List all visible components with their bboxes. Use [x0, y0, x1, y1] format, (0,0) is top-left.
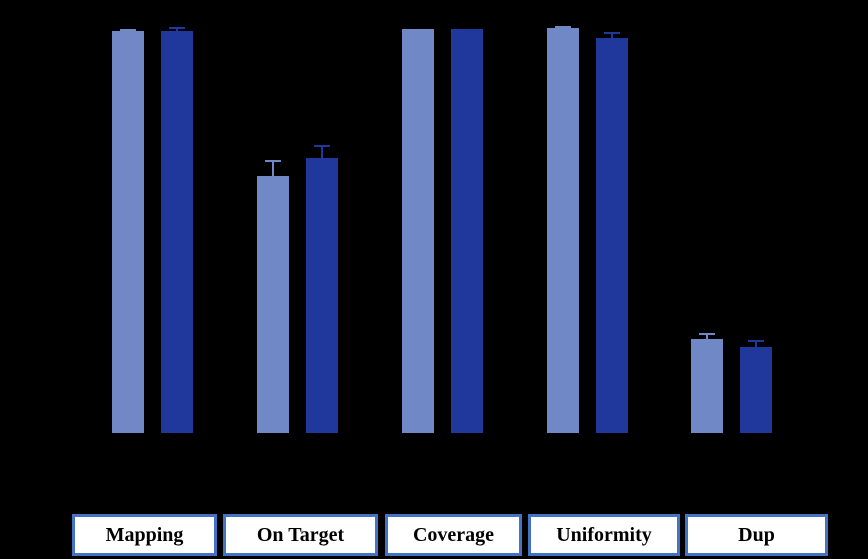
category-label-mapping: Mapping [105, 523, 184, 546]
category-box-uniformity: Uniformity [528, 514, 680, 556]
bar-dup-light-blue [691, 339, 723, 433]
category-label-dup: Dup [738, 523, 775, 546]
bar-mapping-dark-blue [161, 31, 193, 433]
bar-mapping-light-blue [112, 31, 144, 433]
bar-on-target-light-blue [257, 175, 289, 433]
category-box-on-target: On Target [223, 514, 378, 556]
error-bar-whisker-uniformity-dark-blue [611, 32, 613, 38]
error-bar-whisker-on-target-dark-blue [321, 144, 323, 158]
error-bar-cap-uniformity-light-blue [555, 26, 571, 29]
category-label-on-target: On Target [256, 523, 345, 546]
error-bar-whisker-dup-dark-blue [755, 340, 757, 348]
bar-uniformity-dark-blue [596, 37, 628, 433]
error-bar-whisker-dup-light-blue [706, 332, 708, 340]
error-bar-cap-mapping-dark-blue [169, 26, 185, 29]
bar-dup-dark-blue [740, 347, 772, 433]
error-bar-cap-dup-light-blue [699, 332, 715, 335]
bar-uniformity-light-blue [547, 28, 579, 433]
category-box-dup: Dup [685, 514, 828, 556]
error-bar-cap-on-target-dark-blue [314, 144, 330, 147]
error-bar-cap-mapping-light-blue [120, 28, 136, 31]
bar-coverage-light-blue [402, 28, 434, 433]
error-bar-cap-on-target-light-blue [265, 160, 281, 163]
category-box-mapping: Mapping [72, 514, 217, 556]
error-bar-whisker-mapping-dark-blue [176, 26, 178, 32]
error-bar-cap-dup-dark-blue [748, 340, 764, 343]
bar-coverage-dark-blue [451, 28, 483, 433]
error-bar-cap-uniformity-dark-blue [604, 32, 620, 35]
category-label-uniformity: Uniformity [556, 523, 652, 546]
error-bar-whisker-on-target-light-blue [272, 160, 274, 176]
category-box-coverage: Coverage [385, 514, 522, 556]
bar-on-target-dark-blue [306, 157, 338, 433]
category-label-coverage: Coverage [412, 523, 495, 546]
